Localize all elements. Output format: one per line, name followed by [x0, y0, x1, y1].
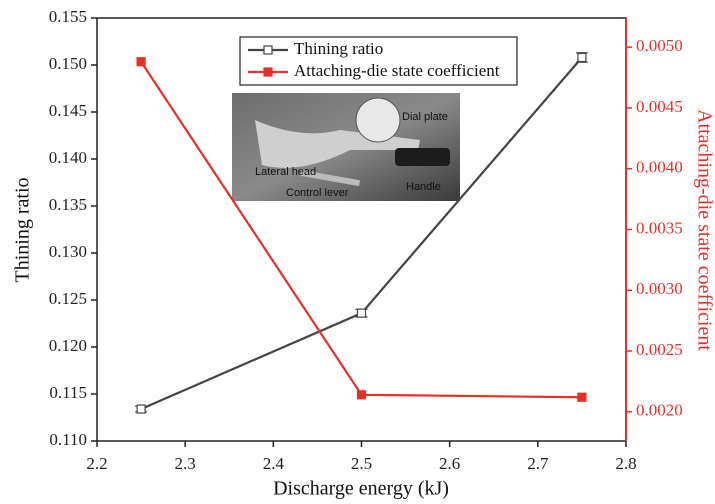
x-tick-label: 2.4: [263, 454, 285, 473]
legend-marker: [263, 67, 273, 77]
y-tick-label: 0.145: [49, 101, 87, 120]
y-tick-label: 0.110: [49, 430, 87, 449]
y-tick-label: 0.125: [49, 289, 87, 308]
legend-label: Thining ratio: [294, 39, 383, 58]
legend-marker: [263, 45, 273, 55]
y2-axis-title: Attaching-die state coefficient: [693, 109, 715, 351]
legend-label: Attaching-die state coefficient: [294, 61, 500, 80]
y2-tick-label: 0.0050: [636, 36, 683, 55]
y-tick-label: 0.115: [49, 383, 87, 402]
marker: [136, 404, 146, 414]
x-tick-label: 2.6: [439, 454, 460, 473]
x-tick-label: 2.2: [86, 454, 107, 473]
x-tick-label: 2.5: [351, 454, 372, 473]
y2-tick-label: 0.0030: [636, 279, 683, 298]
inset-label: Dial plate: [402, 111, 448, 123]
y-tick-label: 0.140: [49, 148, 87, 167]
x-tick-label: 2.8: [615, 454, 636, 473]
inset-photo: [232, 93, 460, 201]
inset-label: Control lever: [286, 187, 349, 199]
marker: [577, 392, 587, 402]
y-tick-label: 0.130: [49, 242, 87, 261]
y2-tick-label: 0.0045: [636, 97, 683, 116]
marker: [356, 390, 367, 400]
marker: [136, 57, 146, 67]
y-tick-label: 0.155: [49, 7, 87, 26]
x-tick-label: 2.7: [527, 454, 549, 473]
legend-box: [239, 36, 518, 86]
y2-tick-label: 0.0040: [636, 158, 683, 177]
marker: [356, 308, 367, 318]
marker: [577, 52, 587, 63]
x-axis-title: Discharge energy (kJ): [273, 478, 449, 500]
inset-label: Handle: [406, 181, 441, 193]
y-tick-label: 0.135: [49, 195, 87, 214]
y2-tick-label: 0.0025: [636, 340, 683, 359]
inset-label: Lateral head: [255, 166, 316, 178]
y-tick-label: 0.120: [49, 336, 87, 355]
y-tick-label: 0.150: [49, 54, 87, 73]
y2-tick-label: 0.0020: [636, 401, 683, 420]
y-axis-title: Thining ratio: [12, 178, 34, 283]
x-tick-label: 2.3: [175, 454, 196, 473]
y2-tick-label: 0.0035: [636, 218, 683, 237]
